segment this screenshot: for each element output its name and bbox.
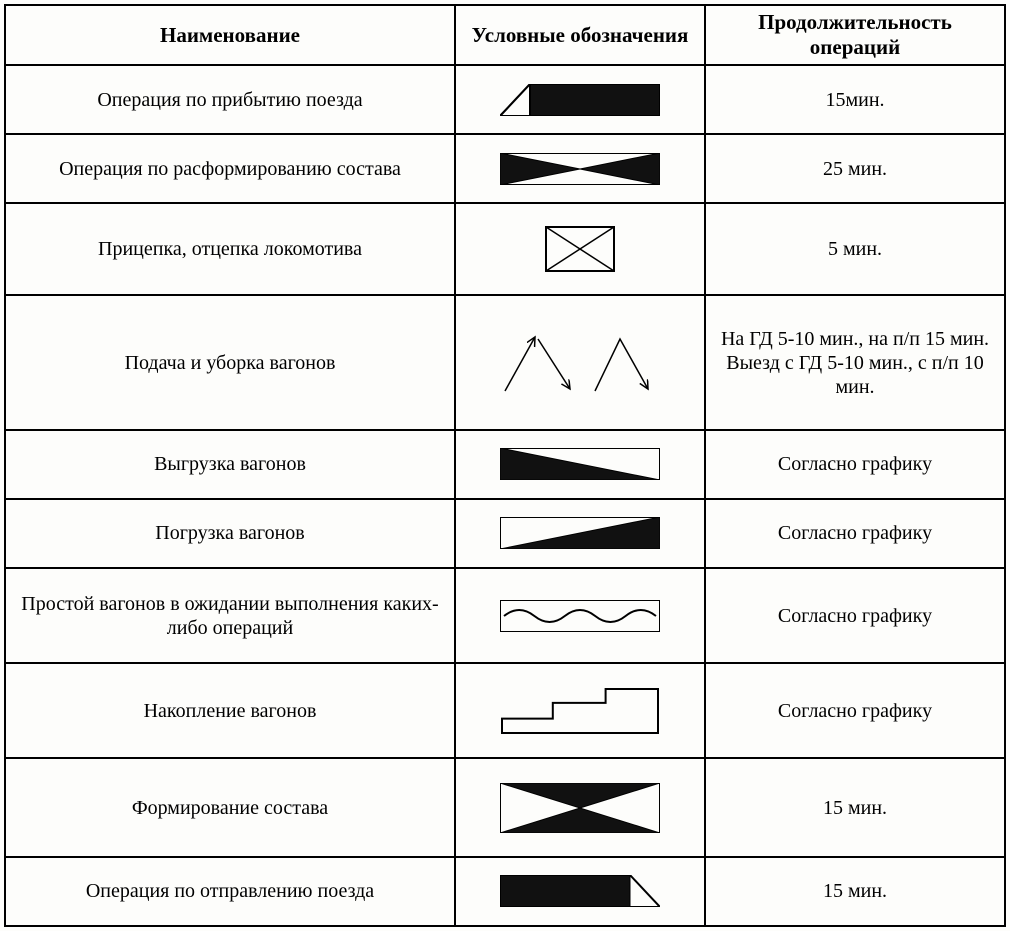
operation-duration: 5 мин.	[705, 203, 1005, 295]
header-duration: Продолжительность операций	[705, 5, 1005, 65]
table-row: Операция по отправлению поезда 15 мин.	[5, 857, 1005, 926]
operation-duration: 15 мин.	[705, 857, 1005, 926]
operation-name: Операция по расформированию состава	[5, 134, 455, 203]
table-body: Операция по прибытию поезда15мин.Операци…	[5, 65, 1005, 926]
table-row: Выгрузка вагонов Согласно графику	[5, 430, 1005, 499]
arrival-icon	[500, 84, 660, 116]
operation-duration: На ГД 5-10 мин., на п/п 15 мин. Выезд с …	[705, 295, 1005, 430]
table-row: Накопление вагонов Согласно графику	[5, 663, 1005, 758]
table-row: Погрузка вагонов Согласно графику	[5, 499, 1005, 568]
operation-duration: Согласно графику	[705, 499, 1005, 568]
operation-name: Операция по прибытию поезда	[5, 65, 455, 134]
operation-symbol	[455, 758, 705, 857]
operation-symbol	[455, 430, 705, 499]
operation-name: Подача и уборка вагонов	[5, 295, 455, 430]
table-row: Формирование состава 15 мин.	[5, 758, 1005, 857]
table-header: Наименование Условные обозначения Продол…	[5, 5, 1005, 65]
bowtie-thin-icon	[500, 153, 660, 185]
operations-table: Наименование Условные обозначения Продол…	[4, 4, 1006, 927]
table-row: Операция по прибытию поезда 15мин.	[5, 65, 1005, 134]
operation-symbol	[455, 857, 705, 926]
wave-icon	[500, 600, 660, 632]
steps-icon	[500, 687, 660, 735]
operation-name: Простой вагонов в ожидании выполнения ка…	[5, 568, 455, 663]
operation-symbol	[455, 65, 705, 134]
header-symbol: Условные обозначения	[455, 5, 705, 65]
operation-duration: 15 мин.	[705, 758, 1005, 857]
box-x-icon	[545, 226, 615, 272]
operation-duration: Согласно графику	[705, 663, 1005, 758]
operation-symbol	[455, 134, 705, 203]
tri-top-left-icon	[500, 448, 660, 480]
operation-duration: Согласно графику	[705, 568, 1005, 663]
operation-name: Прицепка, отцепка локомотива	[5, 203, 455, 295]
operation-name: Выгрузка вагонов	[5, 430, 455, 499]
table-row: Прицепка, отцепка локомотива 5 мин.	[5, 203, 1005, 295]
operation-name: Операция по отправлению поезда	[5, 857, 455, 926]
operation-symbol	[455, 203, 705, 295]
table-row: Простой вагонов в ожидании выполнения ка…	[5, 568, 1005, 663]
operation-name: Формирование состава	[5, 758, 455, 857]
operation-duration: 25 мин.	[705, 134, 1005, 203]
operation-duration: 15мин.	[705, 65, 1005, 134]
operation-name: Погрузка вагонов	[5, 499, 455, 568]
operation-name: Накопление вагонов	[5, 663, 455, 758]
operation-symbol	[455, 499, 705, 568]
operation-symbol	[455, 663, 705, 758]
table-row: Операция по расформированию состава 25 ми…	[5, 134, 1005, 203]
bowtie-thick-icon	[500, 783, 660, 833]
operation-symbol	[455, 568, 705, 663]
header-name: Наименование	[5, 5, 455, 65]
operation-symbol	[455, 295, 705, 430]
table-row: Подача и уборка вагонов На ГД 5-10 мин., …	[5, 295, 1005, 430]
operation-duration: Согласно графику	[705, 430, 1005, 499]
departure-icon	[500, 875, 660, 907]
arrows-zigzag-icon	[490, 331, 670, 395]
tri-bot-right-icon	[500, 517, 660, 549]
